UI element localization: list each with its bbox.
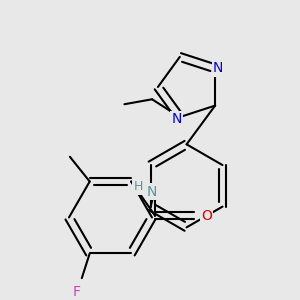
Text: H: H bbox=[134, 180, 143, 193]
Text: N: N bbox=[213, 61, 223, 75]
Text: O: O bbox=[201, 208, 212, 223]
Text: F: F bbox=[73, 285, 81, 299]
Text: N: N bbox=[147, 185, 157, 199]
Text: N: N bbox=[172, 112, 182, 126]
